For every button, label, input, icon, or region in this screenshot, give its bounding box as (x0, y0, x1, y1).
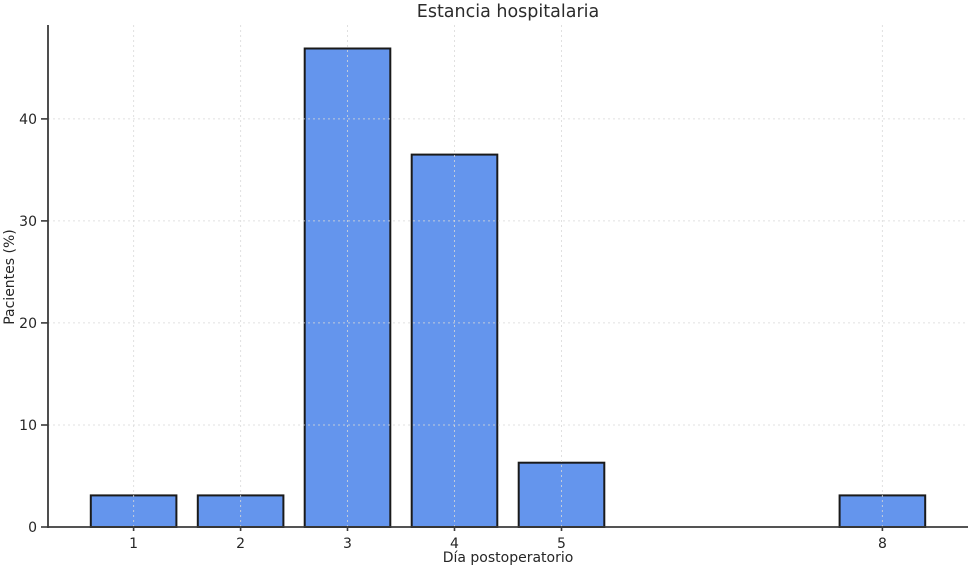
x-tick-label-8: 8 (878, 536, 887, 552)
y-axis-label: Pacientes (%) (2, 229, 18, 325)
y-tick-label-10: 10 (19, 418, 37, 434)
x-tick-label-2: 2 (236, 536, 245, 552)
chart-title: Estancia hospitalaria (416, 2, 600, 22)
x-tick-label-3: 3 (343, 536, 352, 552)
y-tick-label-40: 40 (19, 112, 37, 128)
x-tick-label-1: 1 (129, 536, 138, 552)
bar-day-5 (517, 461, 606, 529)
y-tick-label-30: 30 (19, 214, 37, 230)
x-tick-label-5: 5 (557, 536, 566, 552)
y-tick-label-20: 20 (19, 316, 37, 332)
bar-day-3 (303, 47, 392, 528)
x-axis-label: Día postoperatorio (442, 550, 574, 566)
y-tick-label-0: 0 (28, 520, 37, 536)
x-tick-label-4: 4 (450, 536, 459, 552)
